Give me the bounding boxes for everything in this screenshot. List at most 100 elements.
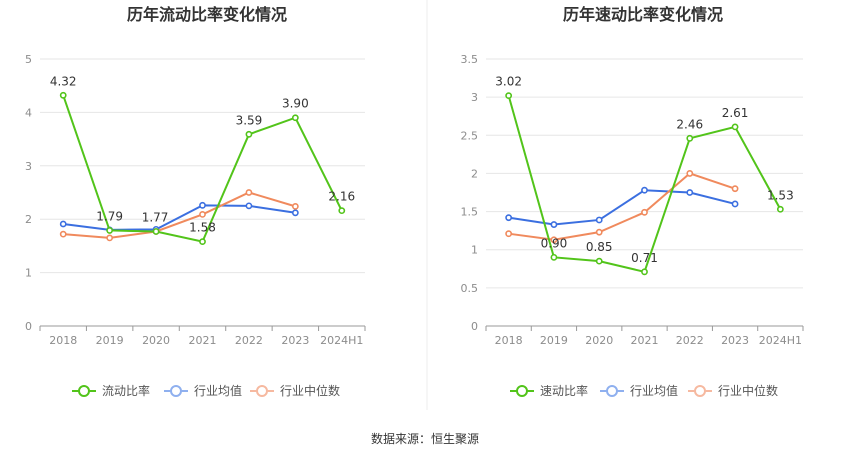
series-point [505, 214, 513, 222]
series-point [550, 221, 558, 228]
y-tick-label: 1 [471, 244, 478, 257]
series-point [338, 207, 346, 215]
series-point [641, 268, 648, 276]
x-tick-label: 2020 [142, 334, 170, 347]
series-point [245, 202, 253, 210]
legend-item[interactable]: 流动比率 [72, 383, 150, 398]
data-label: 0.85 [586, 240, 613, 254]
data-label: 0.90 [541, 236, 568, 250]
x-tick-label: 2023 [721, 334, 749, 347]
y-tick-label: 3.5 [461, 53, 479, 66]
data-label: 2.16 [328, 190, 355, 204]
series-point [59, 230, 67, 238]
legend-circle-icon [516, 385, 528, 397]
data-label: 3.90 [282, 97, 309, 111]
x-tick-label: 2019 [96, 334, 124, 347]
series-point [291, 114, 299, 122]
legend-circle-icon [256, 385, 268, 397]
legend-item[interactable]: 速动比率 [510, 383, 588, 398]
chart-title: 历年速动比率变化情况 [563, 5, 723, 24]
x-tick-label: 2018 [49, 334, 77, 347]
series-point [686, 189, 694, 196]
series-line [508, 189, 736, 226]
series-point [550, 236, 558, 244]
x-tick-label: 2023 [281, 334, 309, 347]
x-tick-label: 2020 [585, 334, 613, 347]
series-point [686, 170, 694, 177]
series-point [505, 92, 513, 100]
series-point [59, 91, 67, 99]
series-point [199, 201, 206, 209]
data-label: 1.77 [142, 210, 169, 224]
series-point [595, 216, 603, 224]
y-tick-label: 0 [471, 320, 478, 333]
series-point [291, 209, 299, 217]
series-point [245, 189, 253, 196]
series-point [731, 123, 739, 131]
legend-label: 行业均值 [630, 383, 678, 398]
series-point [152, 228, 160, 235]
y-tick-label: 3 [471, 91, 478, 104]
y-tick-label: 5 [25, 53, 32, 66]
series-point [641, 186, 648, 194]
series-point [686, 134, 694, 142]
x-tick-label: 2022 [235, 334, 263, 347]
legend-circle-icon [78, 385, 90, 397]
y-tick-label: 4 [25, 106, 32, 119]
data-label: 2.46 [676, 117, 703, 131]
legend-item[interactable]: 行业均值 [164, 383, 242, 398]
series-point [776, 205, 784, 213]
legend-label: 速动比率 [540, 383, 588, 398]
series-point [199, 210, 206, 218]
series-point [731, 185, 739, 193]
x-tick-label: 2019 [540, 334, 568, 347]
y-tick-label: 0 [25, 320, 32, 333]
series-point [595, 228, 603, 236]
legend-circle-icon [694, 385, 706, 397]
legend-label: 流动比率 [102, 383, 150, 398]
legend-circle-icon [170, 385, 182, 397]
series-line [63, 191, 296, 239]
series-line [63, 204, 296, 231]
current-ratio-chart: 历年流动比率变化情况 0 1 2 3 4 5 2018 2019 2020 2021 2022 2023… [25, 5, 366, 398]
legend-label: 行业中位数 [280, 383, 340, 398]
quick-ratio-chart: 历年速动比率变化情况 0 0.5 1 1.5 2 2.5 3 3.5 2018 2019 2020 20… [461, 5, 804, 398]
data-label: 3.59 [236, 113, 263, 127]
y-tick-label: 2 [25, 213, 32, 226]
x-tick-label: 2024H1 [759, 334, 802, 347]
legend-label: 行业均值 [194, 383, 242, 398]
data-label: 4.32 [50, 74, 77, 88]
series-point [505, 230, 513, 238]
legend-item[interactable]: 行业均值 [600, 383, 678, 398]
data-label: 2.61 [722, 106, 749, 120]
legend-item[interactable]: 行业中位数 [250, 383, 340, 398]
data-label: 0.71 [631, 251, 658, 265]
series-point [106, 234, 114, 242]
series-point [641, 208, 648, 216]
y-tick-label: 1.5 [461, 206, 479, 219]
y-tick-label: 2 [471, 167, 478, 180]
series-point [731, 200, 739, 208]
x-tick-label: 2022 [676, 334, 704, 347]
series-point [245, 130, 253, 138]
series-point [59, 220, 67, 228]
y-tick-label: 1 [25, 267, 32, 280]
data-source-footer: 数据来源：恒生聚源 [370, 432, 479, 446]
series-point [291, 202, 299, 210]
series-line [508, 172, 736, 241]
y-tick-label: 2.5 [461, 129, 479, 142]
chart-title: 历年流动比率变化情况 [127, 5, 287, 24]
x-tick-label: 2018 [495, 334, 523, 347]
data-label: 3.02 [495, 75, 522, 89]
series-point [106, 227, 114, 234]
y-tick-label: 3 [25, 160, 32, 173]
data-label: 1.53 [767, 188, 794, 202]
series-point [199, 238, 206, 246]
y-tick-label: 0.5 [461, 282, 479, 295]
legend-label: 行业中位数 [718, 383, 778, 398]
series-point [550, 253, 558, 261]
legend-item[interactable]: 行业中位数 [688, 383, 778, 398]
x-tick-label: 2024H1 [320, 334, 363, 347]
data-label: 1.79 [96, 209, 123, 223]
